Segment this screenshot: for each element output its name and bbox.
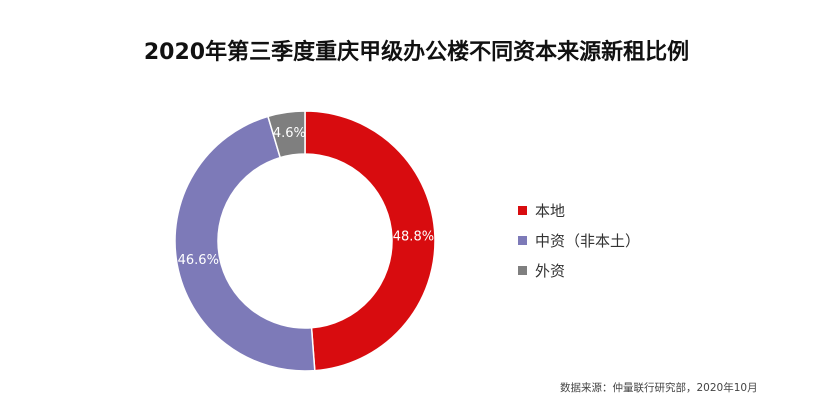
slice-label-0: 48.8% [393, 229, 434, 244]
legend-label: 外资 [535, 261, 566, 280]
source-note: 数据来源：仲量联行研究部，2020年10月 [560, 382, 758, 394]
slice-label-2: 4.6% [273, 126, 306, 141]
legend-item-1: 中资（非本土） [518, 225, 640, 255]
donut-slice-2 [267, 110, 306, 159]
legend-swatch [518, 265, 527, 275]
donut-slice-0 [304, 110, 436, 372]
slice-label-1: 46.6% [178, 253, 219, 268]
legend-swatch [518, 235, 527, 245]
chart-title: 2020年第三季度重庆甲级办公楼不同资本来源新租比例 [143, 40, 690, 65]
donut-slice-1 [174, 115, 316, 372]
legend-item-0: 本地 [518, 195, 640, 225]
legend-item-2: 外资 [518, 255, 640, 285]
legend-swatch [518, 205, 527, 215]
legend-label: 本地 [535, 201, 566, 220]
legend: 本地中资（非本土） 外资 [518, 195, 640, 285]
legend-label: 中资（非本土） [535, 231, 641, 250]
